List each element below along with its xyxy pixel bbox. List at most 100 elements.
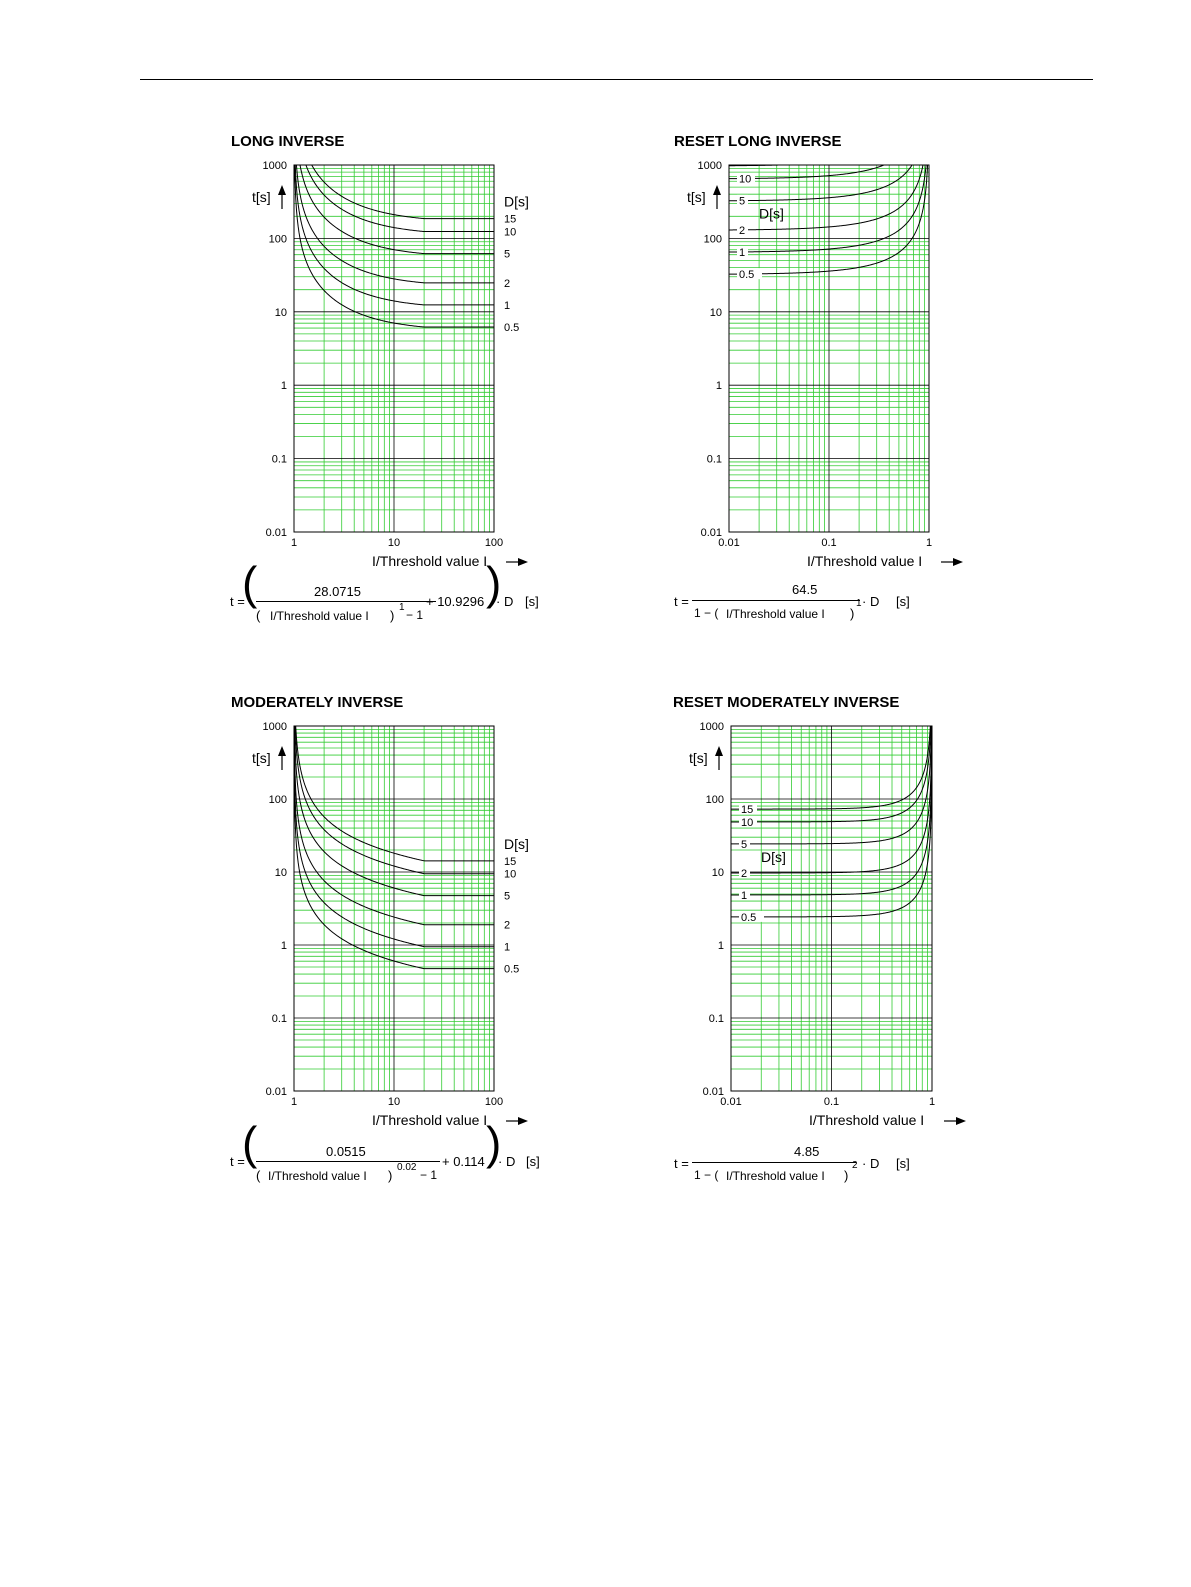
formula-unit: [s]: [896, 594, 910, 609]
formula-exponent: 1: [856, 598, 862, 609]
formula-numerator: 64.5: [792, 582, 818, 597]
y-tick-label: 1000: [263, 160, 287, 172]
series-label-bg: [739, 803, 757, 815]
y-tick-label: 100: [269, 794, 287, 806]
formula-open-paren: (: [242, 1117, 258, 1169]
series-curve-D-5: [729, 165, 913, 202]
y-tick-label: 0.01: [266, 1086, 287, 1098]
formula-denominator-close: ): [850, 606, 855, 621]
formula-fraction-bar: [692, 600, 860, 601]
series-label-bg: [739, 910, 764, 922]
series-label-D-2: 2: [504, 278, 510, 290]
series-label-D-5: 5: [504, 891, 510, 903]
chart-reset-moderately-inverse: 0.01 0.1 1 10 100 1000 0.01 0.1 1 t[s] I/Threshold…: [689, 721, 966, 1128]
y-axis-label: t[s]: [252, 750, 271, 766]
formula-denominator: I/Threshold value I: [726, 607, 825, 621]
x-tick-label: 0.1: [821, 537, 836, 549]
formula-denominator: I/Threshold value I: [270, 609, 369, 623]
grid: [293, 164, 495, 533]
series-label-bg: [739, 866, 750, 878]
legend: 10 5 2 1 0.5 D[s]: [737, 172, 784, 281]
x-axis-label: I/Threshold value I: [372, 553, 487, 569]
series-curve-D-0_5: [731, 726, 932, 918]
formula-times: · D: [498, 1154, 516, 1169]
formula-lhs: t =: [674, 1156, 689, 1171]
series-label-D-0_5: 0.5: [504, 964, 519, 976]
y-axis-arrow-icon: [278, 185, 286, 195]
formula-open-paren: (: [242, 557, 258, 609]
series-curve-D-1: [294, 726, 494, 948]
series-curve-D-0_5: [729, 165, 929, 275]
legend-title: D[s]: [504, 194, 529, 210]
series-label-D-5: 5: [504, 249, 510, 261]
x-tick-label: 10: [388, 537, 400, 549]
plot-frame: [728, 164, 930, 533]
chart-long-inverse: 0.01 0.1 1 10 100 1000 1 10 100 t[s] I/Threshold v…: [252, 160, 529, 569]
series-curve-D-1: [294, 165, 494, 306]
y-tick-label: 0.01: [266, 527, 287, 539]
legend-title: D[s]: [761, 849, 786, 865]
series-curve-D-2: [294, 726, 494, 926]
series-label-D-5: 5: [739, 196, 745, 208]
y-tick-label: 0.1: [272, 1013, 287, 1025]
formula-one-minus: 1 − (: [694, 1168, 719, 1182]
x-axis-label: I/Threshold value I: [807, 553, 922, 569]
formula-denominator-open: (: [256, 1168, 261, 1183]
series-curve-D-5: [731, 726, 932, 845]
formula-lhs: t =: [230, 594, 245, 609]
formula-exponent: 2: [852, 1160, 858, 1171]
formula-unit: [s]: [526, 1154, 540, 1169]
formula-fraction-bar: [256, 1161, 440, 1162]
series-label-bg: [739, 815, 757, 827]
y-tick-label: 100: [704, 233, 722, 245]
formula-denominator: I/Threshold value I: [268, 1169, 367, 1183]
y-tick-label: 100: [269, 233, 287, 245]
y-axis-arrow-icon: [713, 185, 721, 195]
formula-fraction-bar: [692, 1162, 856, 1163]
series-label-bg: [737, 194, 748, 206]
series-label-D-1: 1: [504, 942, 510, 954]
chart-title-moderately-inverse: MODERATELY INVERSE: [231, 694, 404, 711]
series-label-bg: [739, 837, 750, 849]
series-label-D-2: 2: [741, 868, 747, 880]
y-tick-label: 10: [712, 867, 724, 879]
x-tick-label: 0.01: [720, 1096, 741, 1108]
curves: [731, 726, 932, 918]
plot-frame: [730, 725, 933, 1092]
formula-reset-long-inverse: t = 64.5 1 − ( I/Threshold value I ) 1 ·…: [674, 582, 964, 626]
x-tick-label: 1: [291, 537, 297, 549]
series-curve-D-0_5: [294, 726, 494, 970]
series-label-D-1: 1: [741, 890, 747, 902]
formula-lhs: t =: [674, 594, 689, 609]
formula-exponent: 0.02: [397, 1162, 417, 1173]
formula-numerator: 0.0515: [326, 1144, 366, 1159]
formula-unit: [s]: [525, 594, 539, 609]
series-label-bg: [737, 172, 755, 184]
formula-minus-one: − 1: [420, 1168, 438, 1182]
series-curve-D-15: [295, 726, 494, 862]
formula-fraction-bar: [256, 601, 436, 602]
x-tick-label: 1: [291, 1096, 297, 1108]
formula-numerator: 28.0715: [314, 584, 361, 599]
series-curve-D-15: [311, 165, 494, 220]
y-tick-label: 1: [716, 380, 722, 392]
series-label-D-2: 2: [739, 225, 745, 237]
series-label-D-15: 15: [504, 856, 516, 868]
formula-plus-term: + 0.114: [442, 1154, 485, 1169]
series-curve-D-1: [731, 726, 932, 896]
formula-times: · D: [862, 594, 880, 609]
formula-plus-term: + 10.9296: [426, 594, 485, 609]
formula-long-inverse: t = ( 28.0715 ( I/Threshold value I ) 1 …: [230, 560, 560, 626]
series-curve-D-2: [729, 165, 924, 231]
series-label-D-0_5: 0.5: [739, 269, 754, 281]
formula-lhs: t =: [230, 1154, 245, 1169]
formula-denominator: I/Threshold value I: [726, 1169, 825, 1183]
curves: [294, 726, 494, 970]
series-curve-D-10: [729, 165, 886, 180]
formula-times: · D: [496, 594, 514, 609]
y-tick-label: 0.1: [272, 454, 287, 466]
plot-frame: [293, 725, 495, 1092]
